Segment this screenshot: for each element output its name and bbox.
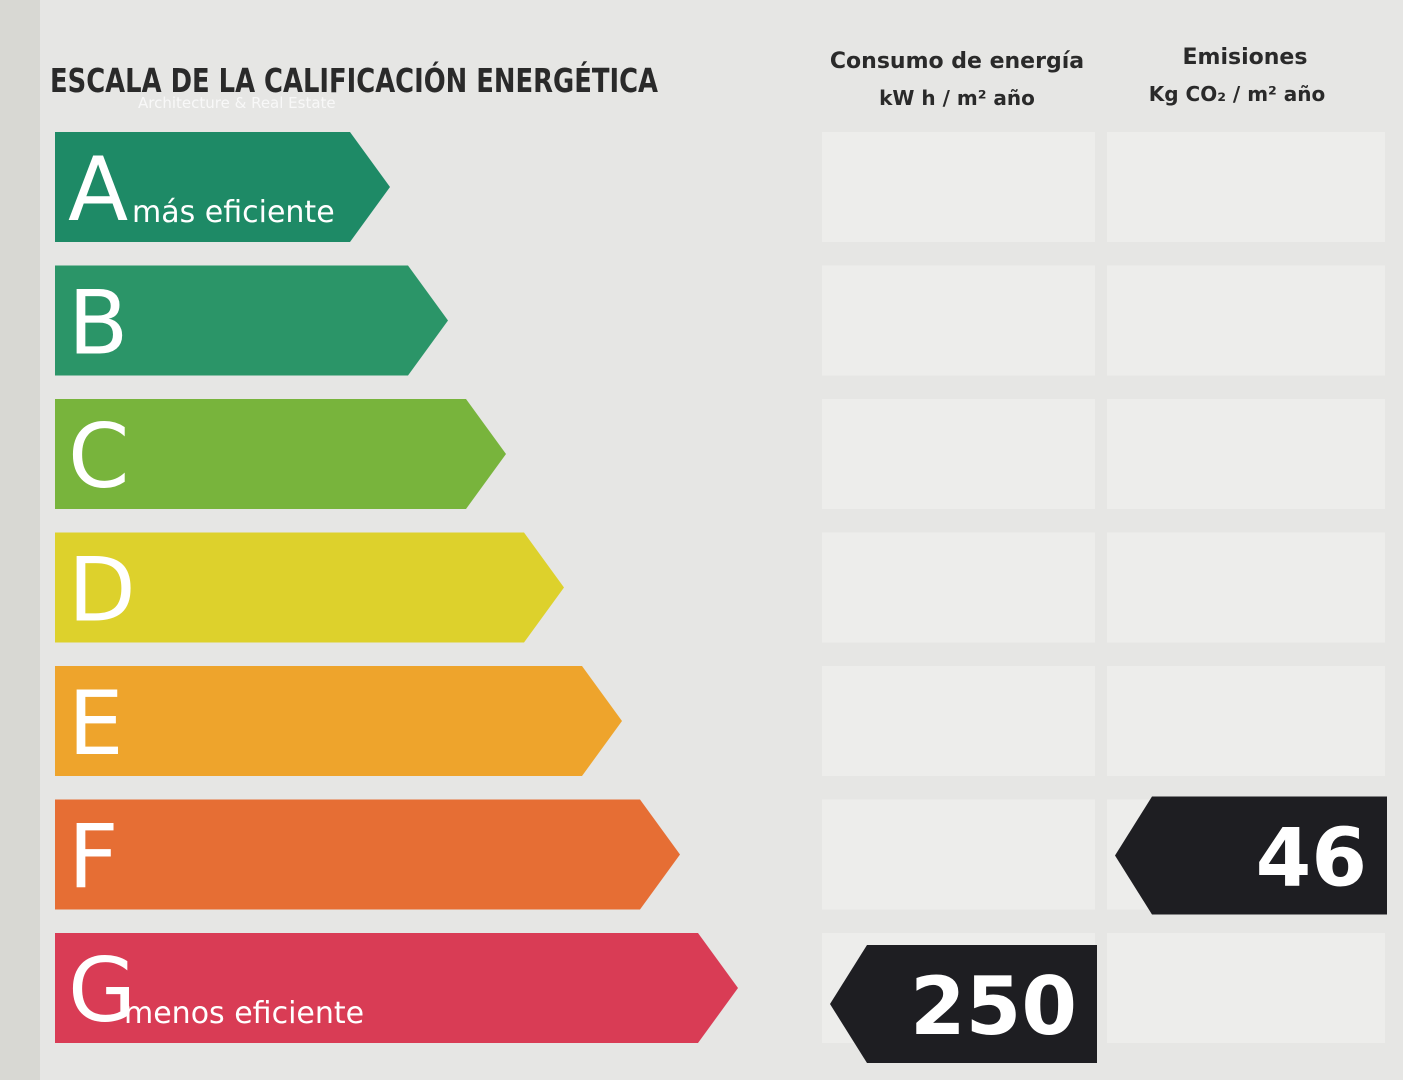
title: ESCALA DE LA CALIFICACIÓN ENERGÉTICA	[50, 60, 658, 100]
rating-value: 250	[910, 960, 1077, 1053]
cell	[822, 132, 1095, 242]
cell	[1107, 933, 1385, 1043]
grade-arrow	[55, 666, 622, 776]
watermark: Architecture & Real Estate	[138, 94, 336, 112]
rating-arrow	[1115, 796, 1387, 915]
grade-letter: A	[68, 138, 128, 241]
cell	[822, 799, 1095, 910]
grade-arrow	[55, 933, 738, 1043]
energy-unit: kW h / m² año	[879, 86, 1035, 110]
cell	[822, 532, 1095, 643]
grade-arrow	[55, 799, 680, 910]
grade-letter: G	[68, 939, 136, 1042]
grade-caption: menos eficiente	[124, 996, 364, 1031]
grade-letter: B	[68, 272, 128, 375]
cell	[1107, 399, 1385, 509]
page-edge	[0, 0, 40, 1080]
cell	[1107, 265, 1385, 376]
cell	[1107, 532, 1385, 643]
cell	[822, 265, 1095, 376]
emissions-header: Emisiones	[1183, 45, 1308, 70]
rating-arrow	[830, 945, 1097, 1063]
cell	[822, 666, 1095, 776]
rating-value: 46	[1256, 812, 1367, 905]
energy-header: Consumo de energía	[830, 49, 1084, 74]
grade-arrow	[55, 132, 390, 242]
grade-letter: C	[68, 405, 129, 508]
grade-arrow	[55, 265, 448, 376]
grade-arrow	[55, 532, 564, 643]
grade-caption: más eficiente	[132, 195, 335, 230]
grade-letter: D	[68, 539, 136, 642]
cell	[1107, 132, 1385, 242]
grade-arrow	[55, 399, 506, 509]
cell	[822, 399, 1095, 509]
cell	[1107, 666, 1385, 776]
grade-letter: E	[68, 672, 124, 775]
emissions-unit: Kg CO₂ / m² año	[1149, 82, 1325, 106]
grade-letter: F	[68, 806, 119, 909]
